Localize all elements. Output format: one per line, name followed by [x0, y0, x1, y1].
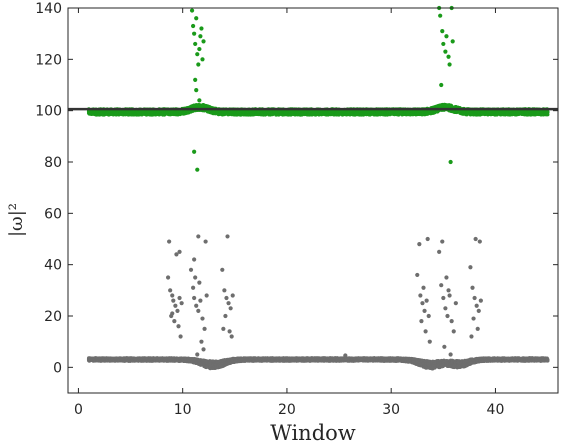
outlier-point: [444, 34, 449, 39]
outlier-point: [194, 16, 199, 21]
outlier-point: [197, 98, 202, 103]
outlier-point: [198, 34, 203, 39]
outlier-point: [200, 57, 205, 62]
outlier-point: [191, 23, 196, 29]
outlier-point: [195, 167, 200, 172]
outlier-point: [447, 62, 452, 67]
outlier-point: [450, 39, 455, 44]
outlier-point: [197, 46, 202, 52]
outlier-point: [196, 62, 201, 67]
outlier-point: [441, 41, 446, 47]
outlier-point: [193, 77, 198, 82]
outlier-point: [446, 54, 451, 59]
outlier-point: [448, 159, 453, 165]
outlier-point: [189, 8, 195, 13]
outlier-point: [439, 82, 444, 88]
band-point: [545, 110, 550, 114]
outlier-point: [443, 49, 448, 54]
outlier-point: [201, 39, 206, 44]
outlier-point: [194, 88, 199, 93]
outlier-point: [438, 13, 443, 18]
plot-background: [68, 8, 558, 393]
outlier-point: [440, 29, 445, 34]
outlier-point: [192, 149, 197, 154]
outlier-point: [193, 41, 198, 47]
outlier-point: [192, 31, 197, 36]
outlier-point: [199, 26, 204, 31]
outlier-point: [195, 52, 200, 57]
